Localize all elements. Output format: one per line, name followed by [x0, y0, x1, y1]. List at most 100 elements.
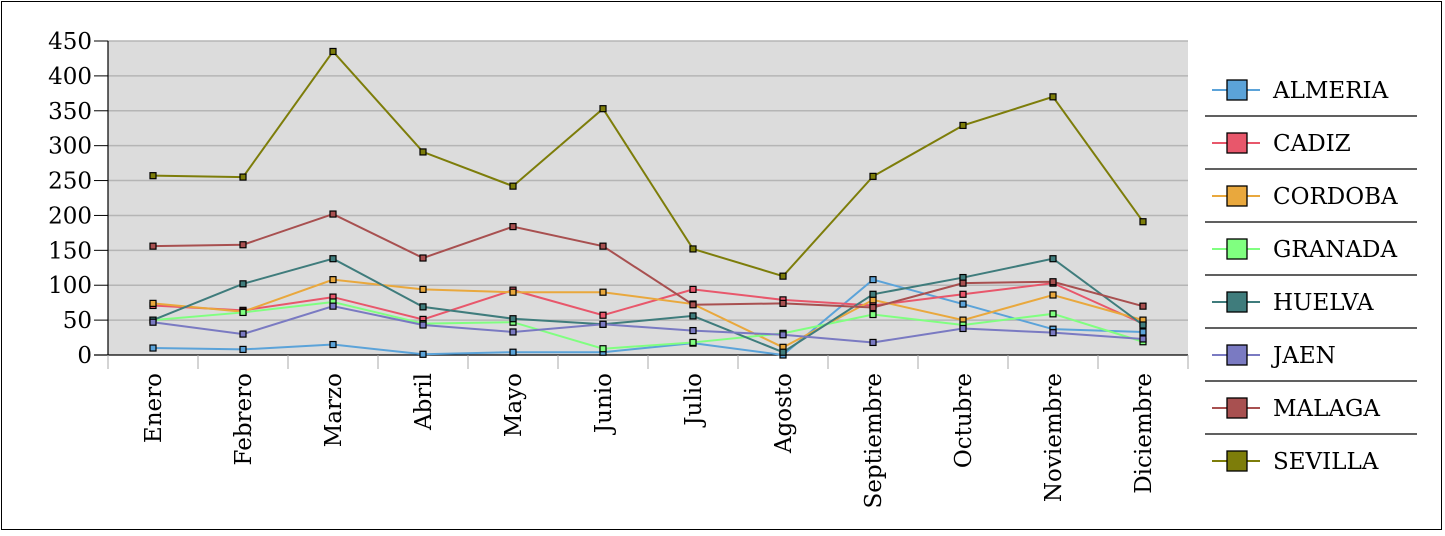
legend-item-sevilla: SEVILLA [1212, 449, 1379, 475]
data-point [419, 285, 427, 294]
data-point [599, 105, 607, 113]
x-tick-label: Marzo [321, 373, 347, 447]
legend-swatch [1226, 397, 1248, 419]
legend-item-jaen: JAEN [1205, 343, 1417, 382]
y-tick-label: 250 [48, 169, 92, 195]
legend-item-malaga: MALAGA [1205, 396, 1417, 435]
legend-swatch [1226, 344, 1248, 366]
data-point [1049, 291, 1057, 299]
x-tick-label: Abril [411, 373, 437, 431]
data-point [689, 245, 697, 253]
data-point [869, 172, 877, 180]
data-point [509, 182, 517, 190]
y-tick-label: 200 [48, 203, 92, 229]
legend-label: JAEN [1271, 343, 1336, 369]
data-point [1139, 335, 1147, 343]
data-point [329, 255, 337, 263]
legend-swatch [1226, 185, 1248, 207]
data-point [419, 254, 427, 262]
data-point [959, 279, 967, 287]
data-point [239, 345, 247, 354]
data-point [329, 210, 337, 218]
data-point [149, 172, 157, 180]
data-point [149, 242, 157, 250]
x-tick-label: Junio [591, 373, 617, 435]
x-tick-label: Mayo [501, 373, 527, 437]
x-tick-label: Octubre [951, 373, 977, 468]
series-line [152, 212, 1144, 309]
data-point [1049, 310, 1057, 318]
data-point [1049, 329, 1057, 337]
data-point [599, 320, 607, 328]
x-axis-ticks: Enero Febrero Marzo Abril Mayo Junio Julio Agos… [107, 355, 1189, 508]
series-line [152, 282, 1144, 325]
data-point [239, 241, 247, 249]
data-point [1139, 302, 1147, 310]
data-point [419, 148, 427, 156]
data-point [509, 315, 517, 323]
series-jaen [149, 302, 1147, 347]
series-line [152, 278, 1144, 357]
data-point [869, 290, 877, 298]
data-point [509, 328, 517, 336]
data-point [959, 290, 967, 298]
data-point [239, 280, 247, 288]
data-point [1049, 255, 1057, 263]
data-point [1139, 328, 1147, 336]
data-point [239, 308, 247, 317]
legend-swatch [1226, 291, 1248, 313]
x-tick-label: Septiembre [861, 373, 887, 508]
data-point [689, 338, 697, 347]
data-point [779, 299, 787, 307]
legend-swatch [1226, 238, 1248, 260]
data-point [419, 303, 427, 311]
x-tick-label: Diciembre [1131, 373, 1157, 494]
data-point [689, 326, 697, 335]
data-point [869, 310, 877, 319]
legend-label: CORDOBA [1273, 184, 1398, 210]
data-point [419, 350, 427, 358]
legend-label: SEVILLA [1273, 449, 1379, 475]
series-line [152, 300, 1144, 350]
data-point [329, 47, 337, 56]
legend-label: CADIZ [1273, 131, 1351, 157]
data-point [509, 348, 517, 356]
data-point [1049, 93, 1057, 101]
data-point [689, 301, 697, 309]
axes [94, 41, 1188, 356]
data-point [869, 338, 877, 347]
data-point [599, 288, 607, 296]
data-point [149, 318, 157, 326]
x-tick-label: Enero [141, 373, 167, 443]
data-point [959, 121, 967, 130]
data-point [779, 331, 787, 339]
y-tick-label: 50 [63, 308, 92, 334]
legend-swatch [1226, 79, 1248, 101]
legend-label: MALAGA [1273, 396, 1380, 422]
data-point [149, 299, 157, 307]
y-axis-ticks: 0 50 100 150 200 250 300 350 400 450 [48, 29, 108, 369]
series-group [149, 47, 1147, 359]
series-sevilla [149, 47, 1147, 280]
series-malaga [149, 210, 1147, 312]
data-point [959, 324, 967, 333]
data-point [599, 311, 607, 319]
y-tick-label: 400 [48, 64, 92, 90]
data-point [239, 330, 247, 338]
y-tick-label: 150 [48, 238, 92, 264]
legend-label: HUELVA [1273, 290, 1374, 316]
data-point [779, 272, 787, 280]
x-tick-label: Febrero [231, 373, 257, 465]
legend-item-huelva: HUELVA [1205, 290, 1417, 329]
legend-item-cadiz: CADIZ [1205, 131, 1417, 170]
series-line [152, 49, 1144, 278]
data-point [509, 223, 517, 231]
plot-area-background [108, 41, 1188, 355]
data-point [599, 345, 607, 353]
data-point [149, 344, 157, 352]
legend-item-granada: GRANADA [1205, 237, 1417, 276]
data-point [1049, 278, 1057, 286]
y-tick-label: 300 [48, 134, 92, 160]
